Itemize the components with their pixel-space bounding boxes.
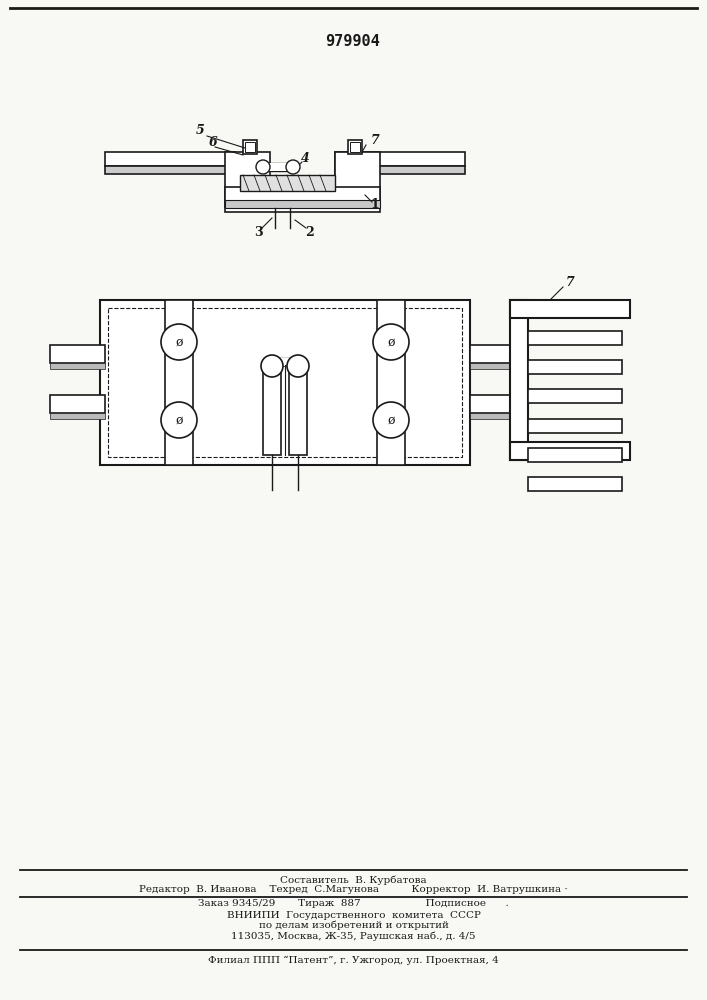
Bar <box>240 175 335 191</box>
Circle shape <box>161 324 197 360</box>
Bar <box>470 413 525 419</box>
Text: 3: 3 <box>254 226 262 238</box>
Circle shape <box>373 402 409 438</box>
Bar <box>263 365 281 455</box>
Text: 1: 1 <box>370 198 380 212</box>
Text: ø: ø <box>387 414 395 426</box>
Bar <box>105 152 235 166</box>
Bar <box>470 345 525 363</box>
Bar <box>263 163 293 171</box>
Bar <box>105 166 235 174</box>
Bar <box>225 152 270 207</box>
Bar <box>272 358 298 366</box>
Bar <box>528 389 622 403</box>
Bar <box>50 363 105 369</box>
Bar <box>510 300 528 460</box>
Circle shape <box>161 402 197 438</box>
Bar <box>528 419 622 433</box>
Text: ВНИИПИ  Государственного  комитета  СССР: ВНИИПИ Государственного комитета СССР <box>226 910 481 920</box>
Bar <box>470 363 525 369</box>
Bar <box>243 140 257 154</box>
Text: Заказ 9345/29       Тираж  887                    Подписное      .: Заказ 9345/29 Тираж 887 Подписное . <box>198 900 509 908</box>
Text: 113035, Москва, Ж-35, Раушская наб., д. 4/5: 113035, Москва, Ж-35, Раушская наб., д. … <box>231 931 476 941</box>
Text: 4: 4 <box>300 151 310 164</box>
Bar <box>377 300 405 465</box>
Bar <box>528 448 622 462</box>
Bar <box>470 395 525 413</box>
Bar <box>50 345 105 363</box>
Bar <box>335 152 465 166</box>
Bar <box>289 365 307 455</box>
Bar <box>245 142 255 152</box>
Text: Редактор  В. Иванова    Техред  С.Магунова          Корректор  И. Ватрушкина ·: Редактор В. Иванова Техред С.Магунова Ко… <box>139 884 568 894</box>
Text: Составитель  В. Курбатова: Составитель В. Курбатова <box>280 876 427 885</box>
Bar <box>225 187 380 212</box>
Circle shape <box>286 160 300 174</box>
Text: ø: ø <box>175 336 182 349</box>
Text: ø: ø <box>387 336 395 349</box>
Text: 979904: 979904 <box>326 34 380 49</box>
Bar <box>348 140 362 154</box>
Bar <box>335 152 380 207</box>
Text: ø: ø <box>175 414 182 426</box>
Circle shape <box>287 355 309 377</box>
Text: 6: 6 <box>209 136 217 149</box>
Bar <box>225 200 380 208</box>
Bar <box>108 308 462 457</box>
Text: Филиал ППП “Патент”, г. Ужгород, ул. Проектная, 4: Филиал ППП “Патент”, г. Ужгород, ул. Про… <box>208 955 499 965</box>
Text: по делам изобретений и открытий: по делам изобретений и открытий <box>259 920 448 930</box>
Bar <box>100 300 470 465</box>
Bar <box>528 477 622 491</box>
Text: 7: 7 <box>566 276 574 290</box>
Bar <box>528 360 622 374</box>
Circle shape <box>261 355 283 377</box>
Bar <box>165 300 193 465</box>
Circle shape <box>373 324 409 360</box>
Bar <box>50 395 105 413</box>
Text: 7: 7 <box>370 133 380 146</box>
Bar <box>528 331 622 345</box>
Text: 5: 5 <box>196 123 204 136</box>
Circle shape <box>256 160 270 174</box>
Bar <box>335 166 465 174</box>
Bar <box>50 413 105 419</box>
Bar <box>510 300 630 318</box>
Bar <box>510 442 630 460</box>
Text: 2: 2 <box>305 226 315 238</box>
Bar <box>350 142 360 152</box>
